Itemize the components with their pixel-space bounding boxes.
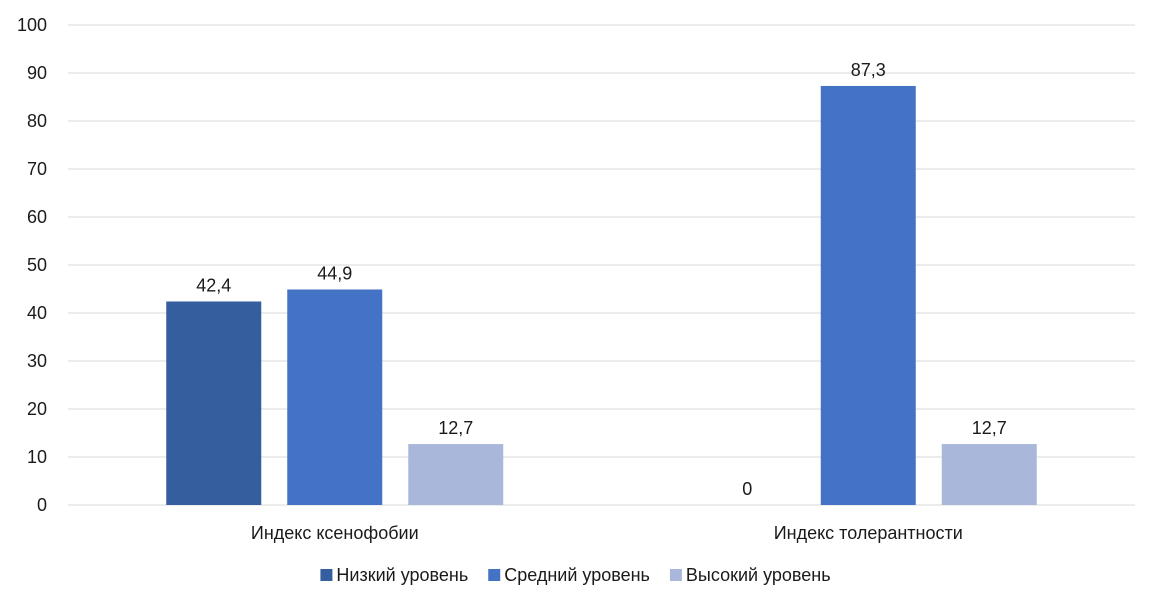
x-category-label: Индекс ксенофобии [251,523,419,543]
y-tick-label: 80 [27,111,47,131]
data-label: 44,9 [317,263,352,283]
data-label: 42,4 [196,275,231,295]
legend-label: Средний уровень [504,565,650,585]
legend-label: Высокий уровень [686,565,831,585]
bar [408,444,504,505]
data-label: 12,7 [972,418,1007,438]
bar [166,301,262,505]
y-tick-label: 30 [27,351,47,371]
bar [941,444,1037,505]
y-tick-label: 10 [27,447,47,467]
y-axis-ticks: 0 10 20 30 40 50 60 70 80 90 100 [17,15,47,515]
legend-item: Высокий уровень [669,565,831,585]
legend-item: Низкий уровень [320,565,468,585]
x-category-label: Индекс толерантности [774,523,963,543]
bar [287,289,383,505]
y-tick-label: 100 [17,15,47,35]
y-tick-label: 40 [27,303,47,323]
x-axis-categories: Индекс ксенофобии Индекс толерантности [251,523,963,543]
legend-swatch [320,569,333,581]
y-tick-label: 20 [27,399,47,419]
y-tick-label: 60 [27,207,47,227]
y-tick-label: 0 [37,495,47,515]
data-label: 87,3 [851,60,886,80]
y-tick-label: 70 [27,159,47,179]
legend-label: Низкий уровень [336,565,468,585]
data-label: 0 [742,479,752,499]
y-tick-label: 90 [27,63,47,83]
data-labels: 42,4 44,9 12,7 0 87,3 12,7 [196,60,1007,499]
legend: Низкий уровень Средний уровень Высокий уро… [320,565,831,585]
data-label: 12,7 [438,418,473,438]
legend-swatch [488,569,501,581]
legend-item: Средний уровень [488,565,650,585]
bars [166,85,1037,506]
legend-swatch [669,569,682,581]
bar [820,85,916,506]
y-tick-label: 50 [27,255,47,275]
